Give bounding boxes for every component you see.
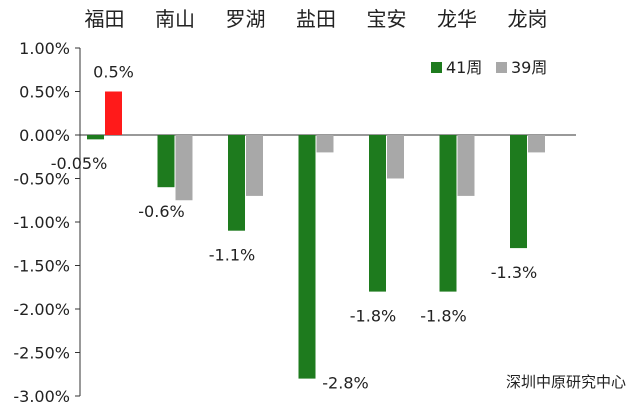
bar-41-1 xyxy=(157,135,175,188)
source-note: 深圳中原研究中心 xyxy=(506,373,626,391)
data-label-39-0: 0.5% xyxy=(93,63,134,82)
legend-swatch-39 xyxy=(496,62,507,73)
category-label: 罗湖 xyxy=(226,7,266,31)
category-labels: 福田 南山 罗湖 盐田 宝安 龙华 龙岗 xyxy=(85,7,548,31)
bar-41-6 xyxy=(510,135,527,249)
data-label-41-4: -1.8% xyxy=(350,307,396,326)
y-tick-label: -0.50% xyxy=(13,170,70,189)
bar-39-6 xyxy=(528,135,545,153)
bar-39-4 xyxy=(387,135,404,179)
bar-41-5 xyxy=(439,135,457,292)
bar-39-5 xyxy=(457,135,475,196)
bar-41-3 xyxy=(298,135,316,379)
category-label: 南山 xyxy=(155,7,195,31)
data-label-41-3: -2.8% xyxy=(322,374,368,393)
legend: 41周 39周 xyxy=(431,58,547,77)
bar-39-0 xyxy=(105,91,122,135)
data-label-41-2: -1.1% xyxy=(209,246,255,265)
bar-39-3 xyxy=(316,135,334,153)
bar-39-1 xyxy=(175,135,193,201)
category-label: 福田 xyxy=(85,7,125,31)
category-label: 宝安 xyxy=(367,7,407,31)
y-tick-label: 0.50% xyxy=(19,83,70,102)
legend-label-41: 41周 xyxy=(446,58,482,77)
y-tick-label: 1.00% xyxy=(19,39,70,58)
category-label: 盐田 xyxy=(296,7,336,31)
bar-39-2 xyxy=(246,135,263,196)
data-label-41-0: -0.05% xyxy=(51,154,108,173)
data-label-41-6: -1.3% xyxy=(491,263,537,282)
y-tick-label: -1.00% xyxy=(13,213,70,232)
bar-41-2 xyxy=(228,135,245,231)
category-label: 龙华 xyxy=(437,7,477,31)
legend-label-39: 39周 xyxy=(511,58,547,77)
bars xyxy=(87,91,545,379)
data-labels: -0.05% -0.6% -1.1% -2.8% -1.8% -1.8% -1.3% 0.5% xyxy=(51,63,538,393)
bar-41-0 xyxy=(87,135,104,140)
bar-41-4 xyxy=(369,135,386,292)
y-tick-label: -1.50% xyxy=(13,257,70,276)
y-tick-label: 0.00% xyxy=(19,126,70,145)
y-tick-label: -2.00% xyxy=(13,300,70,319)
y-tick-label: -2.50% xyxy=(13,344,70,363)
y-tick-label: -3.00% xyxy=(13,387,70,406)
category-label: 龙岗 xyxy=(508,7,548,31)
legend-swatch-41 xyxy=(431,62,442,73)
data-label-41-5: -1.8% xyxy=(420,307,466,326)
data-label-41-1: -0.6% xyxy=(138,202,184,221)
y-axis: 1.00%0.50%0.00%-0.50%-1.00%-1.50%-2.00%-… xyxy=(13,39,576,406)
